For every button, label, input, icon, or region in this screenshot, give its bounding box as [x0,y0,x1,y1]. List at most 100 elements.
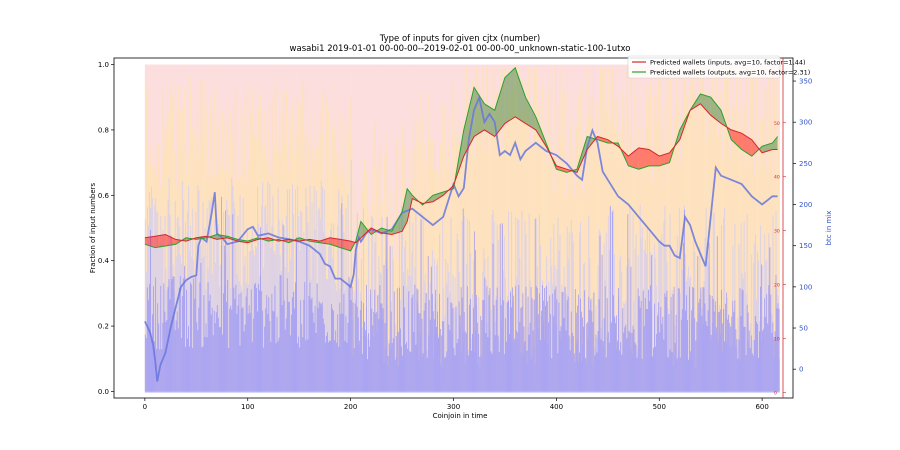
input-count-bar [604,286,606,393]
stack-yellow-column [363,159,366,392]
input-count-bar [541,285,543,393]
input-count-bar [538,293,540,393]
stack-yellow-column [699,67,701,392]
stack-blue-column [723,217,725,392]
input-count-bar [774,331,776,393]
stack-yellow-column [602,167,605,392]
input-count-bar [309,282,311,393]
input-count-bar [366,284,367,393]
stack-blue-column [401,205,403,392]
stack-blue-column [298,216,300,392]
stack-blue-column [407,268,409,392]
stack-yellow-column [486,67,488,392]
input-count-bar [289,335,291,393]
input-count-bar [422,353,424,393]
input-count-bar [768,285,770,393]
input-count-bar [272,310,274,393]
input-count-bar [383,264,385,393]
stack-yellow-column [748,151,751,392]
stack-yellow-column [709,115,711,392]
input-count-bar [338,346,340,393]
input-count-bar [509,333,510,393]
input-count-bar [337,314,339,393]
stack-yellow-column [189,76,191,392]
stack-yellow-column [432,141,435,392]
input-count-bar [511,307,513,393]
stack-blue-column [676,235,679,392]
stack-yellow-column [770,118,772,392]
input-count-bar [502,300,504,393]
stack-yellow-column [736,67,738,392]
input-count-bar [175,320,177,393]
stack-blue-column [375,231,377,392]
stack-blue-column [321,187,324,392]
stack-yellow-column [560,139,562,392]
input-count-bar [154,341,156,393]
input-count-bar [764,298,766,393]
input-count-bar [665,296,667,393]
input-count-bar [287,301,289,393]
stack-yellow-column [526,81,528,392]
input-count-bar [189,346,191,393]
input-count-bar [439,293,440,393]
stack-blue-column [262,182,264,392]
stack-yellow-column [465,67,468,392]
stack-yellow-column [769,67,771,392]
input-count-bar [516,330,518,393]
stack-blue-column [628,258,630,392]
input-count-bar [361,353,363,393]
input-count-bar [220,196,222,393]
stack-blue-column [503,236,506,392]
stack-yellow-column [755,67,758,392]
input-count-bar [683,209,685,393]
input-count-bar [184,346,186,393]
input-count-bar [262,310,264,393]
input-count-bar [749,347,751,393]
stack-yellow-column [428,144,431,392]
stack-blue-column [222,237,224,392]
input-count-bar [438,337,439,393]
input-count-bar [483,300,485,393]
input-count-bar [753,340,755,393]
stack-yellow-column [563,91,565,392]
input-count-bar [506,302,508,393]
stack-yellow-column [680,75,683,392]
input-count-bar [451,303,453,393]
stack-blue-column [311,202,313,392]
stack-yellow-column [336,152,338,392]
stack-pink-column [353,64,356,392]
input-count-bar [568,335,570,393]
input-count-bar [621,354,623,393]
stack-yellow-column [573,197,576,392]
stack-yellow-column [479,90,481,392]
stack-blue-column [667,308,669,392]
stack-blue-column [184,222,187,392]
stack-blue-column [756,251,759,392]
stack-yellow-column [179,110,182,392]
stack-blue-column [345,208,347,392]
stack-yellow-column [674,142,677,392]
stack-yellow-column [564,171,566,392]
input-count-bar [588,296,590,393]
input-count-bar [350,300,352,393]
input-count-bar [754,315,756,393]
stack-pink-column [393,64,396,392]
legend-label-outputs: Predicted wallets (outputs, avg=10, fact… [650,69,810,77]
stack-yellow-column [477,67,479,392]
difference-fill [504,67,516,124]
stack-blue-column [626,266,628,392]
stack-yellow-column [523,109,525,392]
stack-yellow-column [506,67,509,392]
input-count-bar [659,332,661,393]
input-count-bar [491,353,493,393]
stack-yellow-column [759,141,761,392]
stack-yellow-column [284,90,287,392]
stack-yellow-column [509,110,511,392]
stack-blue-column [572,241,575,392]
input-count-bar [553,316,555,393]
input-count-bar [341,203,343,393]
input-count-bar [172,276,174,393]
input-count-bar [433,319,435,393]
input-count-bar [215,312,217,393]
input-count-bar [469,298,471,393]
